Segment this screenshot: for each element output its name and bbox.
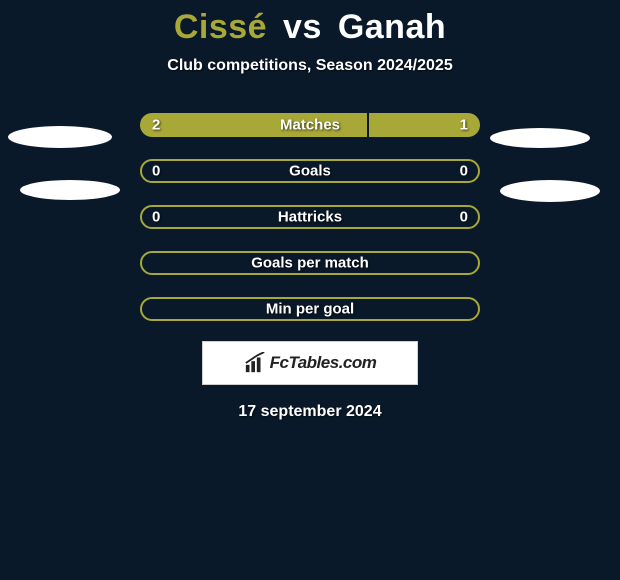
source-logo: FcTables.com: [202, 341, 418, 385]
avatar-ellipse: [490, 128, 590, 148]
avatar-ellipse: [20, 180, 120, 200]
stat-value-right: 0: [460, 209, 468, 226]
logo-text: FcTables.com: [270, 353, 377, 373]
date-text: 17 september 2024: [0, 403, 620, 421]
stat-value-right: 1: [460, 117, 468, 134]
avatar-ellipse: [8, 126, 112, 148]
vs-label: vs: [283, 8, 322, 46]
stat-label: Goals: [140, 163, 480, 180]
stat-row: Goals per match: [140, 251, 480, 275]
stat-label: Hattricks: [140, 209, 480, 226]
stat-row: Min per goal: [140, 297, 480, 321]
subtitle: Club competitions, Season 2024/2025: [0, 57, 620, 75]
stat-label: Goals per match: [140, 255, 480, 272]
comparison-title: Cissé vs Ganah: [0, 8, 620, 47]
stat-value-left: 2: [152, 117, 160, 134]
stat-row: Matches2 1: [140, 113, 480, 137]
stat-row: Goals0 0: [140, 159, 480, 183]
bar-chart-icon: [244, 352, 266, 374]
player1-name: Cissé: [174, 8, 267, 46]
stat-value-left: 0: [152, 163, 160, 180]
player2-name: Ganah: [338, 8, 446, 46]
stat-label: Min per goal: [140, 301, 480, 318]
stat-label: Matches: [140, 117, 480, 134]
avatar-ellipse: [500, 180, 600, 202]
stat-value-left: 0: [152, 209, 160, 226]
stat-value-right: 0: [460, 163, 468, 180]
stat-row: Hattricks0 0: [140, 205, 480, 229]
